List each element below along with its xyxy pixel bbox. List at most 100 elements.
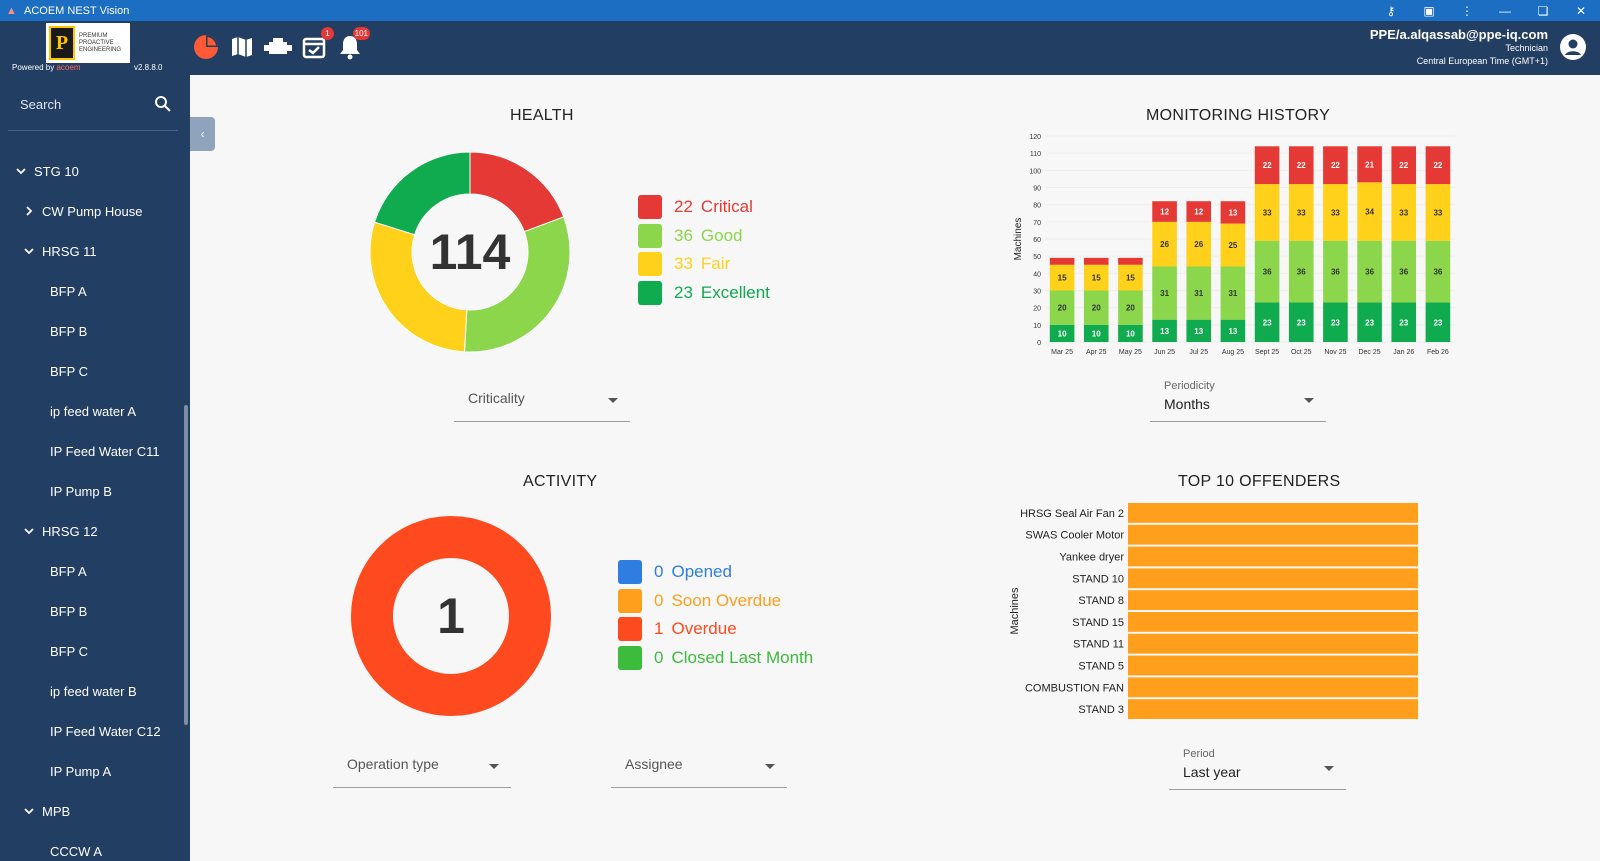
bar-segment[interactable]	[1220, 201, 1246, 224]
period-dropdown[interactable]: Period Last year	[1169, 744, 1346, 790]
bar-segment[interactable]	[1288, 146, 1314, 185]
bar-segment[interactable]	[1083, 257, 1109, 265]
legend-item[interactable]: 0 Soon Overdue	[618, 587, 813, 616]
offender-bar[interactable]	[1128, 655, 1418, 676]
sidebar-item[interactable]: STG 10	[0, 151, 180, 191]
bar-segment[interactable]	[1083, 264, 1109, 291]
sidebar-item[interactable]: IP Pump B	[0, 471, 180, 511]
bar-segment[interactable]	[1186, 221, 1212, 267]
offender-bar[interactable]	[1128, 546, 1418, 567]
minimize-button[interactable]: —	[1499, 3, 1511, 18]
sidebar-item[interactable]: MPB	[0, 791, 180, 831]
offender-bar[interactable]	[1128, 677, 1418, 698]
offender-bar[interactable]	[1128, 612, 1418, 632]
machine-icon[interactable]	[264, 33, 292, 61]
chevron-right-icon[interactable]	[22, 206, 36, 216]
sidebar-scrollbar[interactable]	[184, 405, 188, 725]
bar-segment[interactable]	[1118, 264, 1143, 291]
offender-bar[interactable]	[1128, 590, 1418, 610]
donut-slice[interactable]	[351, 516, 551, 716]
offender-bar[interactable]	[1128, 524, 1418, 545]
offender-bar[interactable]	[1128, 568, 1418, 589]
offender-bar[interactable]	[1128, 633, 1418, 654]
sidebar-item[interactable]: BFP B	[0, 311, 180, 351]
bar-segment[interactable]	[1118, 257, 1143, 265]
offender-bar[interactable]	[1128, 699, 1418, 719]
operation-type-dropdown[interactable]: Operation type	[333, 744, 511, 788]
legend-item[interactable]: 1 Overdue	[618, 615, 813, 644]
top-offenders-chart[interactable]: Machines HRSG Seal Air Fan 2 SWAS Cooler M…	[1010, 502, 1460, 732]
bar-segment[interactable]	[1083, 290, 1109, 325]
bar-segment[interactable]	[1254, 146, 1280, 185]
bar-segment[interactable]	[1425, 146, 1451, 185]
bar-segment[interactable]	[1118, 290, 1143, 325]
legend-item[interactable]: 36 Good	[638, 222, 770, 251]
sidebar-item[interactable]: ip feed water A	[0, 391, 180, 431]
user-avatar-icon[interactable]	[1560, 34, 1586, 60]
sidebar-item[interactable]: HRSG 12	[0, 511, 180, 551]
tasks-calendar-icon[interactable]: 1	[300, 27, 334, 61]
offender-bar[interactable]	[1128, 503, 1418, 523]
bar-segment[interactable]	[1357, 302, 1382, 342]
search-box[interactable]: Search	[8, 75, 178, 131]
sidebar-item[interactable]: CCCW A	[0, 831, 180, 861]
chevron-down-icon[interactable]	[22, 806, 36, 816]
bar-segment[interactable]	[1049, 324, 1075, 342]
bar-segment[interactable]	[1049, 257, 1075, 265]
bar-segment[interactable]	[1254, 184, 1280, 241]
bar-segment[interactable]	[1425, 240, 1451, 303]
company-logo[interactable]: P PREMIUM PROACTIVE ENGINEERING	[46, 23, 130, 63]
criticality-dropdown[interactable]: Criticality	[454, 378, 630, 422]
legend-item[interactable]: 33 Fair	[638, 250, 770, 279]
legend-item[interactable]: 0 Opened	[618, 558, 813, 587]
more-menu-icon[interactable]: ⋮	[1461, 3, 1473, 18]
bar-segment[interactable]	[1186, 201, 1212, 222]
bar-segment[interactable]	[1323, 146, 1348, 185]
bar-segment[interactable]	[1288, 240, 1314, 303]
bar-segment[interactable]	[1254, 240, 1280, 303]
sidebar-item[interactable]: BFP C	[0, 351, 180, 391]
sidebar-item[interactable]: BFP A	[0, 271, 180, 311]
legend-item[interactable]: 0 Closed Last Month	[618, 644, 813, 673]
bar-segment[interactable]	[1152, 319, 1177, 342]
search-input[interactable]: Search	[20, 97, 62, 112]
sidebar-item[interactable]: CW Pump House	[0, 191, 180, 231]
bar-segment[interactable]	[1254, 302, 1280, 342]
bar-segment[interactable]	[1288, 184, 1314, 241]
bar-segment[interactable]	[1049, 264, 1075, 291]
close-button[interactable]: ✕	[1575, 3, 1587, 18]
legend-item[interactable]: 23 Excellent	[638, 279, 770, 308]
bar-segment[interactable]	[1357, 240, 1382, 303]
periodicity-dropdown[interactable]: Periodicity Months	[1150, 376, 1326, 422]
health-donut-chart[interactable]: 114	[368, 150, 572, 354]
legend-item[interactable]: 22 Critical	[638, 193, 770, 222]
sidebar-item[interactable]: BFP A	[0, 551, 180, 591]
bar-segment[interactable]	[1357, 182, 1382, 241]
bar-segment[interactable]	[1152, 221, 1177, 267]
donut-slice[interactable]	[463, 216, 571, 353]
bar-segment[interactable]	[1049, 290, 1075, 325]
chevron-down-icon[interactable]	[14, 166, 28, 176]
bar-segment[interactable]	[1425, 302, 1451, 342]
bar-segment[interactable]	[1220, 266, 1246, 320]
activity-donut-chart[interactable]: 1	[349, 514, 553, 718]
assignee-dropdown[interactable]: Assignee	[611, 744, 787, 788]
bar-segment[interactable]	[1288, 302, 1314, 342]
bar-segment[interactable]	[1357, 146, 1382, 183]
user-email[interactable]: PPE/a.alqassab@ppe-iq.com	[1369, 27, 1548, 42]
donut-slice[interactable]	[373, 151, 471, 236]
sidebar-item[interactable]: ip feed water B	[0, 671, 180, 711]
bar-segment[interactable]	[1391, 146, 1417, 185]
sidebar-item[interactable]: IP Feed Water C11	[0, 431, 180, 471]
sidebar-item[interactable]: HRSG 11	[0, 231, 180, 271]
bar-segment[interactable]	[1083, 324, 1109, 342]
sidebar-item[interactable]: BFP B	[0, 591, 180, 631]
donut-slice[interactable]	[469, 151, 565, 233]
donut-slice[interactable]	[369, 221, 468, 353]
notifications-bell-icon[interactable]: 101	[336, 27, 370, 61]
sidebar-item[interactable]: IP Pump A	[0, 751, 180, 791]
bar-segment[interactable]	[1391, 240, 1417, 303]
bar-segment[interactable]	[1220, 319, 1246, 342]
key-icon[interactable]: ⚷	[1386, 3, 1396, 18]
bar-segment[interactable]	[1152, 201, 1177, 222]
